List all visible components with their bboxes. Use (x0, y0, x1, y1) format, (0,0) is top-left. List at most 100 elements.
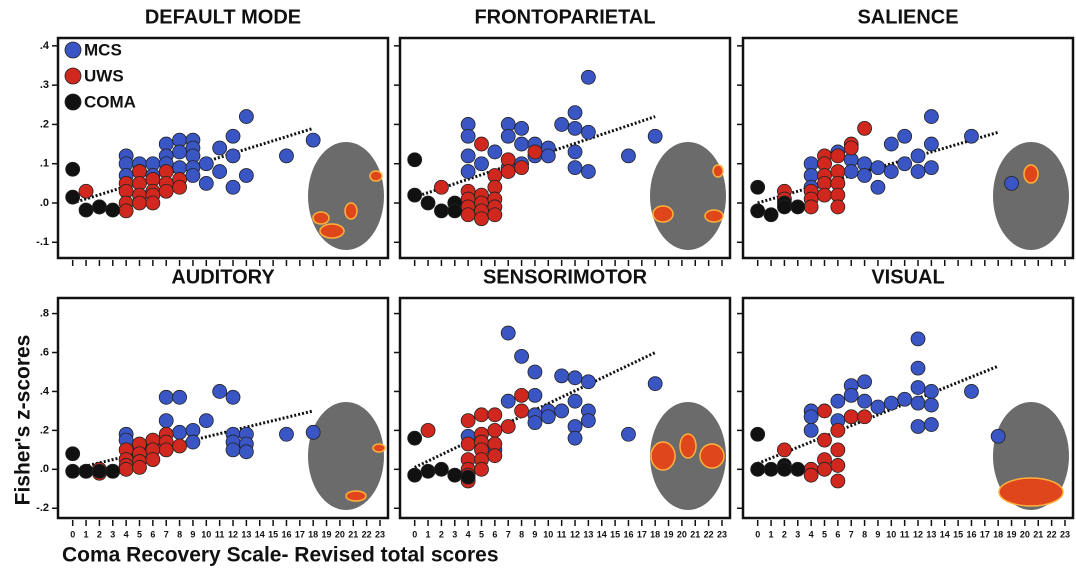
panel-title: DEFAULT MODE (145, 6, 301, 28)
brain-image (993, 142, 1069, 250)
x-tick-label: 15 (610, 529, 620, 539)
legend-marker (65, 42, 81, 58)
data-point (173, 425, 187, 439)
data-point (515, 349, 529, 363)
x-tick-label: 4 (809, 529, 814, 539)
data-point (804, 423, 818, 437)
data-point (474, 462, 488, 476)
x-tick-label: 18 (308, 529, 318, 539)
data-point (911, 149, 925, 163)
data-point (159, 184, 173, 198)
data-point (501, 326, 515, 340)
x-tick-label: 2 (439, 529, 444, 539)
data-point (924, 161, 938, 175)
x-tick-label: 15 (268, 529, 278, 539)
data-point (911, 361, 925, 375)
brain-activation (1024, 165, 1038, 183)
data-point (461, 437, 475, 451)
data-point (844, 388, 858, 402)
data-point (488, 208, 502, 222)
x-tick-label: 8 (519, 529, 524, 539)
y-axis-label: Fisher's z-scores (12, 335, 35, 506)
data-point (501, 419, 515, 433)
panel-title: SENSORIMOTOR (483, 266, 648, 288)
data-point (132, 196, 146, 210)
data-point (528, 416, 542, 430)
data-point (461, 129, 475, 143)
y-tick-label: -.1 (36, 236, 49, 248)
data-point (173, 145, 187, 159)
y-tick-label: .1 (40, 158, 49, 170)
data-point (66, 464, 80, 478)
data-point (213, 384, 227, 398)
data-point (911, 332, 925, 346)
data-point (924, 418, 938, 432)
data-point (79, 203, 93, 217)
data-point (898, 129, 912, 143)
panel-title: FRONTOPARIETAL (474, 6, 655, 28)
data-point (213, 165, 227, 179)
data-point (239, 110, 253, 124)
data-point (581, 414, 595, 428)
x-tick-label: 16 (281, 529, 291, 539)
x-tick-label: 9 (190, 529, 195, 539)
x-tick-label: 20 (677, 529, 687, 539)
x-tick-label: 19 (322, 529, 332, 539)
brain-activation (370, 171, 382, 181)
data-point (831, 149, 845, 163)
data-point (817, 404, 831, 418)
x-tick-label: 7 (849, 529, 854, 539)
data-point (911, 396, 925, 410)
brain-activation (373, 444, 385, 452)
data-point (474, 137, 488, 151)
data-point (159, 390, 173, 404)
x-tick-label: 5 (479, 529, 484, 539)
brain-activation (713, 165, 723, 177)
data-point (568, 161, 582, 175)
data-point (777, 443, 791, 457)
data-point (831, 200, 845, 214)
data-point (408, 188, 422, 202)
brain-activation (313, 212, 329, 224)
x-tick-label: 19 (664, 529, 674, 539)
data-point (831, 443, 845, 457)
data-point (924, 137, 938, 151)
data-point (408, 468, 422, 482)
data-point (858, 410, 872, 424)
x-tick-label: 4 (466, 529, 471, 539)
data-point (146, 196, 160, 210)
brain-activation (346, 491, 366, 501)
data-point (581, 375, 595, 389)
x-tick-label: 7 (506, 529, 511, 539)
data-point (858, 121, 872, 135)
x-tick-label: 22 (704, 529, 714, 539)
legend-marker (65, 94, 81, 110)
data-point (1005, 176, 1019, 190)
x-tick-label: 16 (966, 529, 976, 539)
x-tick-label: 12 (228, 529, 238, 539)
data-point (239, 169, 253, 183)
brain-activation (705, 210, 723, 222)
x-tick-label: 17 (295, 529, 305, 539)
x-tick-label: 13 (583, 529, 593, 539)
x-tick-label: 5 (137, 529, 142, 539)
data-point (751, 204, 765, 218)
x-tick-label: 10 (886, 529, 896, 539)
y-tick-label: .4 (40, 385, 50, 397)
data-point (555, 369, 569, 383)
panel-title: SALIENCE (857, 6, 958, 28)
data-point (106, 203, 120, 217)
y-tick-label: .4 (40, 40, 50, 52)
data-point (581, 165, 595, 179)
brain-activation (651, 442, 675, 470)
brain-activation (680, 434, 696, 458)
x-tick-label: 14 (597, 529, 607, 539)
data-point (911, 165, 925, 179)
figure: Fisher's z-scores Coma Recovery Scale- R… (0, 0, 1076, 573)
data-point (448, 468, 462, 482)
data-point (279, 149, 293, 163)
data-point (884, 396, 898, 410)
data-point (831, 423, 845, 437)
data-point (871, 180, 885, 194)
x-tick-label: 4 (124, 529, 129, 539)
